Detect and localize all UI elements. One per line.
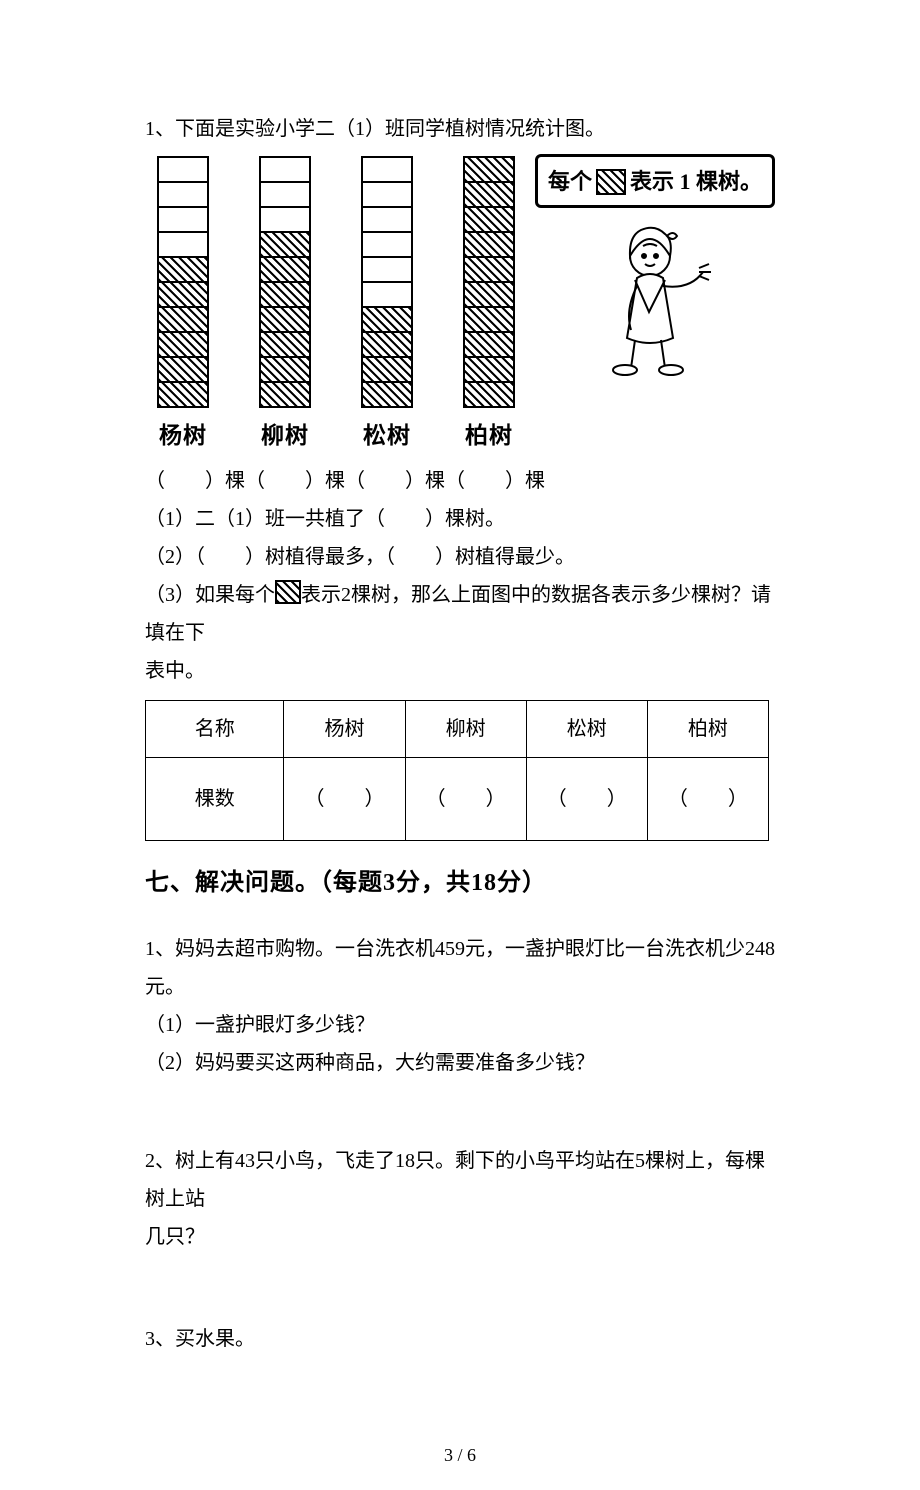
- q1-sub3-line2: 表中。: [145, 652, 775, 690]
- bar-cell: [363, 358, 411, 383]
- page-footer: 3 / 6: [145, 1438, 775, 1472]
- bar-cell: [159, 283, 207, 308]
- s7-p3: 3、买水果。: [145, 1320, 775, 1358]
- bar-cell: [261, 283, 309, 308]
- bar-label: 柳树: [261, 414, 309, 458]
- table-cell: （ ）: [526, 757, 647, 840]
- s7-p1: 1、妈妈去超市购物。一台洗衣机459元，一盏护眼灯比一台洗衣机少248元。: [145, 930, 775, 1006]
- bar-cell: [363, 333, 411, 358]
- q1-sub3: （3）如果每个表示2棵树，那么上面图中的数据各表示多少棵树？请填在下: [145, 576, 775, 652]
- bar-cell: [261, 383, 309, 408]
- bar-label: 柏树: [465, 414, 513, 458]
- bar-cell: [159, 158, 207, 183]
- q1-sub3-before: （3）如果每个: [145, 584, 275, 606]
- counts-line: （ ）棵（ ）棵（ ）棵（ ）棵: [145, 462, 775, 500]
- bar-cell: [159, 233, 207, 258]
- bar-cell: [261, 258, 309, 283]
- bar-cell: [159, 383, 207, 408]
- bar-cell: [465, 258, 513, 283]
- bar-cell: [465, 183, 513, 208]
- q1-sub1: （1）二（1）班一共植了（ ）棵树。: [145, 500, 775, 538]
- bar-label: 杨树: [159, 414, 207, 458]
- bar-label: 松树: [363, 414, 411, 458]
- bar-cell: [261, 358, 309, 383]
- bar-cell: [261, 183, 309, 208]
- bar-cell: [159, 358, 207, 383]
- table-cell: 柏树: [647, 700, 768, 757]
- bar-cell: [465, 333, 513, 358]
- hatch-icon: [596, 169, 626, 195]
- bars-row: 杨树 柳树 松树 柏树: [145, 156, 515, 458]
- hatch-icon: [275, 580, 301, 604]
- bar-cell: [465, 283, 513, 308]
- s7-p2b: 几只？: [145, 1218, 775, 1256]
- table-cell: 名称: [146, 700, 284, 757]
- chart-side: 每个 表示 1 棵树。: [535, 154, 775, 380]
- table-cell: 柳树: [405, 700, 526, 757]
- bar-cell: [261, 208, 309, 233]
- section7-title: 七、解决问题。（每题3分，共18分）: [145, 861, 775, 907]
- legend-suffix: 表示 1 棵树。: [630, 161, 762, 203]
- spacer: [145, 1082, 775, 1142]
- bar: [157, 156, 209, 408]
- table-cell: 棵数: [146, 757, 284, 840]
- bar-cell: [363, 183, 411, 208]
- girl-illustration: [595, 220, 715, 380]
- bar-cell: [159, 333, 207, 358]
- bar-cell: [465, 233, 513, 258]
- table-cell: 松树: [526, 700, 647, 757]
- bar-cell: [363, 283, 411, 308]
- chart-region: 杨树 柳树 松树 柏树 每个 表示 1 棵树。: [145, 156, 775, 458]
- bar-cell: [363, 208, 411, 233]
- bar: [259, 156, 311, 408]
- table-cell: 杨树: [284, 700, 405, 757]
- q1-prompt: 1、下面是实验小学二（1）班同学植树情况统计图。: [145, 110, 775, 148]
- bar-cell: [261, 333, 309, 358]
- s7-p2: 2、树上有43只小鸟，飞走了18只。剩下的小鸟平均站在5棵树上，每棵树上站: [145, 1142, 775, 1218]
- bar-cell: [363, 383, 411, 408]
- bar-cell: [363, 258, 411, 283]
- bar: [463, 156, 515, 408]
- bar: [361, 156, 413, 408]
- bar-cell: [159, 208, 207, 233]
- bar-cell: [261, 233, 309, 258]
- bar-cell: [465, 308, 513, 333]
- s7-p1a: （1）一盏护眼灯多少钱？: [145, 1006, 775, 1044]
- legend-box: 每个 表示 1 棵树。: [535, 154, 775, 208]
- table-cell: （ ）: [405, 757, 526, 840]
- table-cell: （ ）: [284, 757, 405, 840]
- q1-sub2: （2）（ ）树植得最多，（ ）树植得最少。: [145, 538, 775, 576]
- bar-col: 杨树: [157, 156, 209, 458]
- bar-cell: [159, 183, 207, 208]
- bar-cell: [261, 308, 309, 333]
- s7-p1b: （2）妈妈要买这两种商品，大约需要准备多少钱？: [145, 1044, 775, 1082]
- bar-cell: [465, 358, 513, 383]
- bar-cell: [363, 233, 411, 258]
- bar-col: 松树: [361, 156, 413, 458]
- bar-cell: [465, 158, 513, 183]
- bar-cell: [465, 383, 513, 408]
- bar-cell: [261, 158, 309, 183]
- bar-cell: [363, 308, 411, 333]
- bar-cell: [159, 308, 207, 333]
- bar-col: 柏树: [463, 156, 515, 458]
- bar-col: 柳树: [259, 156, 311, 458]
- bar-cell: [363, 158, 411, 183]
- legend-prefix: 每个: [548, 161, 592, 203]
- table-cell: （ ）: [647, 757, 768, 840]
- bar-cell: [465, 208, 513, 233]
- bar-cell: [159, 258, 207, 283]
- data-table: 名称杨树柳树松树柏树 棵数（ ）（ ）（ ）（ ）: [145, 700, 769, 841]
- spacer: [145, 1256, 775, 1320]
